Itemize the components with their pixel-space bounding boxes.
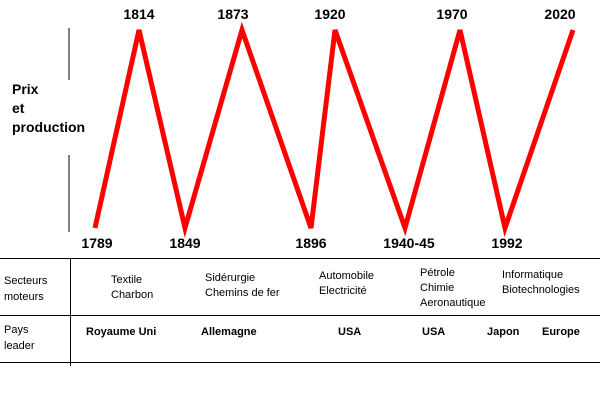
peak-year-label-3: 1873 [217, 6, 248, 22]
leader-cell-3: USA [338, 326, 362, 338]
trough-year-label-0: 1789 [81, 235, 112, 251]
peak-year-label-9: 2020 [544, 6, 575, 22]
row-header-leaders-line-2: leader [4, 340, 35, 352]
sector-5-line-2: Biotechnologies [502, 284, 580, 296]
table-column-divider [70, 258, 71, 366]
sector-4-line-3: Aeronautique [420, 297, 486, 309]
table-top-rule [0, 258, 600, 259]
peak-year-label-5: 1920 [314, 6, 345, 22]
row-header-leaders: Pays leader [4, 322, 35, 354]
sector-cell-4: Pétrole Chimie Aeronautique [420, 266, 485, 311]
cycle-line [92, 21, 576, 238]
kondratiev-cycle-chart: 1789 1814 1849 1873 1896 1920 1940-45 1970 1992 2… [68, 6, 576, 251]
peak-year-label-1: 1814 [123, 6, 154, 22]
row-header-leaders-line-1: Pays [4, 324, 29, 336]
sector-cell-1: Textile Charbon [111, 273, 153, 303]
sector-1-line-2: Charbon [111, 289, 154, 301]
leader-cell-4: USA [422, 326, 446, 338]
trough-year-label-4: 1896 [295, 235, 326, 251]
sector-4-line-1: Pétrole [420, 267, 455, 279]
leader-cell-5: Japon [487, 326, 520, 338]
sector-cell-2: Sidérurgie Chemins de fer [205, 271, 280, 301]
sector-cell-5: Informatique Biotechnologies [502, 268, 580, 298]
leader-cell-1: Royaume Uni [86, 326, 157, 338]
table-bottom-rule [0, 362, 600, 363]
sector-3-line-1: Automobile [319, 270, 375, 282]
sector-4-line-2: Chimie [420, 282, 455, 294]
leader-cell-2: Allemagne [201, 326, 257, 338]
peak-year-label-7: 1970 [436, 6, 467, 22]
table-middle-rule [0, 315, 600, 316]
sector-1-line-1: Textile [111, 274, 143, 286]
y-label-line-3: production [12, 119, 86, 135]
sector-2-line-2: Chemins de fer [205, 287, 280, 299]
row-header-sectors-line-2: moteurs [4, 291, 44, 303]
trough-year-label-2: 1849 [169, 235, 200, 251]
row-header-sectors-line-1: Secteurs [4, 275, 48, 287]
y-label-line-1: Prix [12, 81, 39, 97]
sector-2-line-1: Sidérurgie [205, 272, 256, 284]
sector-5-line-1: Informatique [502, 269, 564, 281]
row-header-sectors: Secteurs moteurs [4, 273, 47, 305]
sector-cell-3: Automobile Electricité [319, 269, 374, 299]
y-axis-label: Prix et production [12, 80, 85, 137]
trough-year-label-6: 1940-45 [383, 235, 435, 251]
sector-3-line-2: Electricité [319, 285, 367, 297]
y-label-line-2: et [12, 100, 25, 116]
trough-year-label-8: 1992 [491, 235, 522, 251]
leader-cell-6: Europe [542, 326, 580, 338]
